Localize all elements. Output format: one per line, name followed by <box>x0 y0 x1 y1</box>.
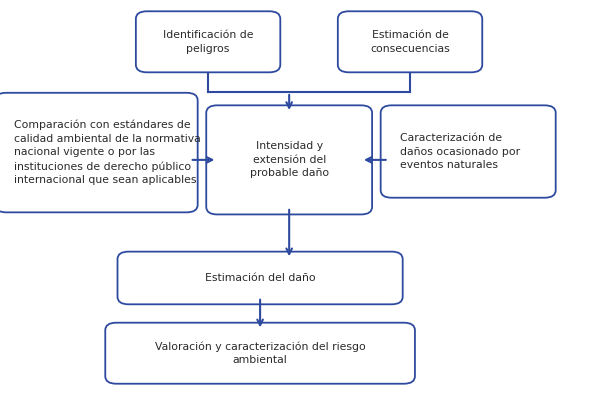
FancyBboxPatch shape <box>338 11 482 72</box>
Text: Identificación de
peligros: Identificación de peligros <box>163 30 253 54</box>
FancyBboxPatch shape <box>0 93 198 212</box>
FancyBboxPatch shape <box>118 252 403 304</box>
Text: Valoración y caracterización del riesgo
ambiental: Valoración y caracterización del riesgo … <box>155 341 365 365</box>
Text: Intensidad y
extensión del
probable daño: Intensidad y extensión del probable daño <box>250 141 329 178</box>
FancyBboxPatch shape <box>381 105 556 198</box>
Text: Comparación con estándares de
calidad ambiental de la normativa
nacional vigente: Comparación con estándares de calidad am… <box>14 120 201 185</box>
Text: Caracterización de
daños ocasionado por
eventos naturales: Caracterización de daños ocasionado por … <box>400 133 520 170</box>
FancyBboxPatch shape <box>105 323 415 384</box>
FancyBboxPatch shape <box>206 105 372 214</box>
FancyBboxPatch shape <box>136 11 280 72</box>
Text: Estimación del daño: Estimación del daño <box>205 273 315 283</box>
Text: Estimación de
consecuencias: Estimación de consecuencias <box>370 30 450 54</box>
